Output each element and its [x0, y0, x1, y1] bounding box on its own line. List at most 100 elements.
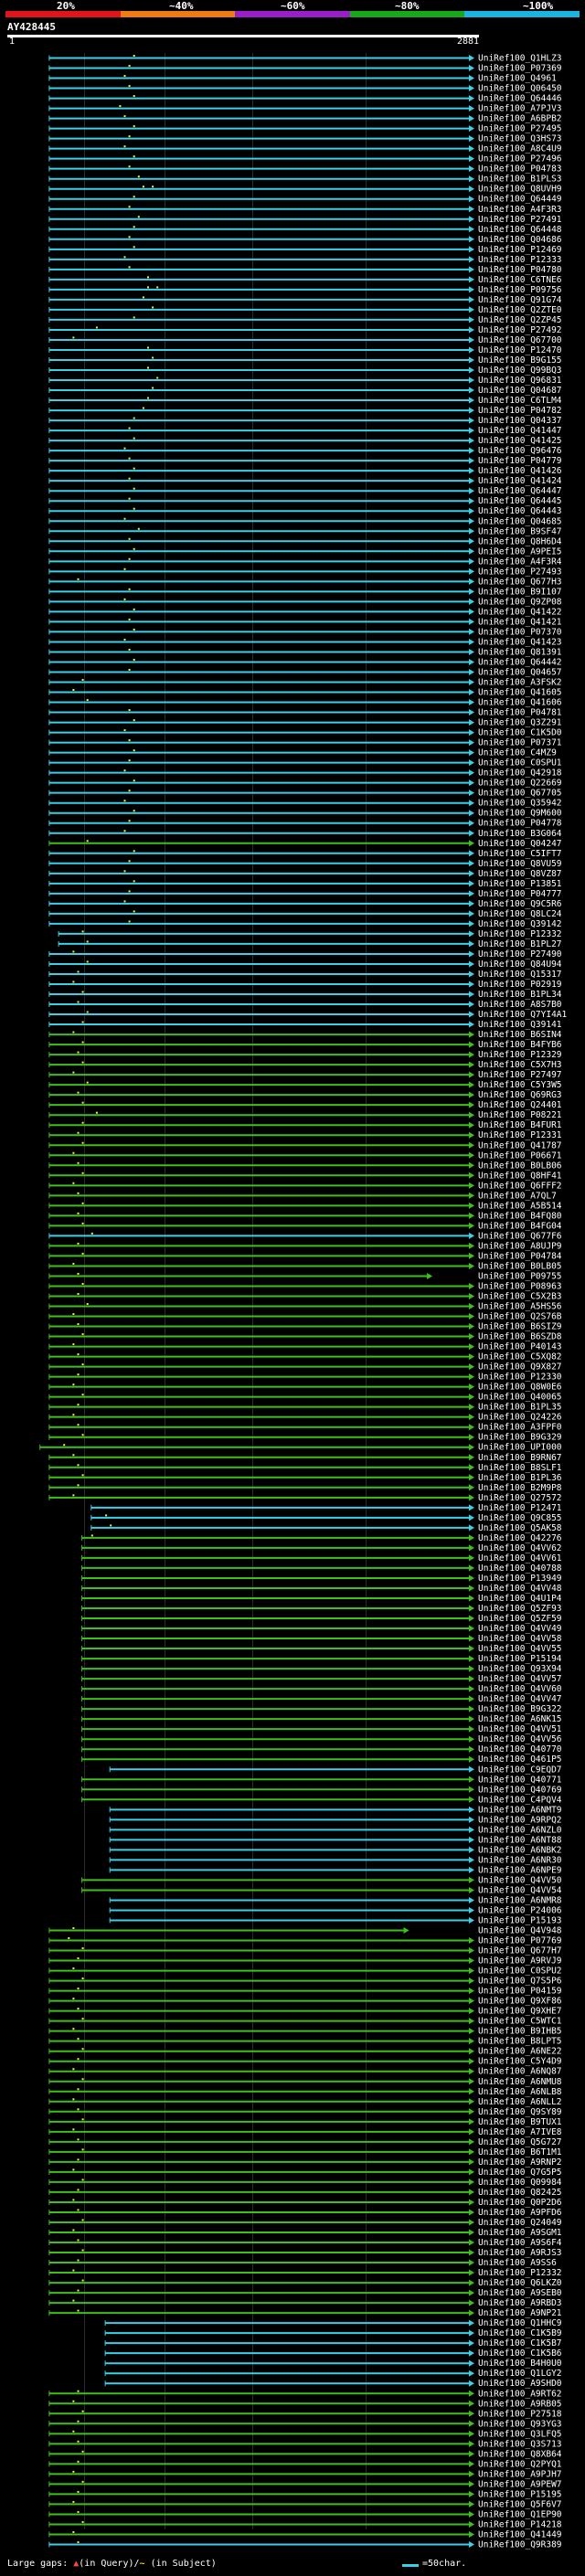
hit-id-label[interactable]: UniRef100_A6NK15 — [478, 1714, 562, 1724]
hit-row[interactable]: UniRef100_Q4VV51 — [81, 1724, 562, 1734]
hit-row[interactable]: UniRef100_Q64445 — [48, 496, 562, 506]
hit-id-label[interactable]: UniRef100_P14218 — [478, 2519, 562, 2529]
hit-row[interactable]: UniRef100_B9G155 — [48, 355, 562, 366]
hit-row[interactable]: UniRef100_A8UJP9 — [48, 1241, 562, 1251]
hit-id-label[interactable]: UniRef100_Q5ZF93 — [478, 1604, 562, 1614]
hit-id-label[interactable]: UniRef100_C5WTC1 — [478, 2017, 562, 2027]
hit-id-label[interactable]: UniRef100_P27518 — [478, 2409, 562, 2419]
hit-row[interactable]: UniRef100_C5X7H3 — [48, 1060, 562, 1070]
hit-id-label[interactable]: UniRef100_Q8UVH9 — [478, 185, 562, 195]
hit-row[interactable]: UniRef100_Q2PYQ1 — [48, 2459, 562, 2469]
hit-id-label[interactable]: UniRef100_Q9R389 — [478, 2539, 562, 2549]
hit-row[interactable]: UniRef100_B0LB05 — [48, 1261, 562, 1271]
hit-row[interactable]: UniRef100_A9PJH7 — [48, 2469, 562, 2479]
hit-id-label[interactable]: UniRef100_P04159 — [478, 1987, 562, 1997]
hit-id-label[interactable]: UniRef100_Q6FFF2 — [478, 1181, 562, 1191]
hit-id-label[interactable]: UniRef100_Q3HS73 — [478, 134, 562, 144]
hit-id-label[interactable]: UniRef100_B9TUX1 — [478, 2117, 562, 2127]
hit-row[interactable]: UniRef100_A9RVJ9 — [48, 1956, 562, 1966]
hit-id-label[interactable]: UniRef100_C1K5B9 — [478, 2328, 562, 2338]
hit-row[interactable]: UniRef100_Q9XHE7 — [48, 2007, 562, 2017]
hit-id-label[interactable]: UniRef100_A9RPQ2 — [478, 1815, 562, 1825]
hit-id-label[interactable]: UniRef100_A6NT88 — [478, 1835, 562, 1845]
hit-id-label[interactable]: UniRef100_A9RB05 — [478, 2399, 562, 2409]
hit-row[interactable]: UniRef100_C1K5B7 — [104, 2338, 562, 2348]
hit-id-label[interactable]: UniRef100_Q4VV49 — [478, 1624, 562, 1634]
hit-id-label[interactable]: UniRef100_Q82425 — [478, 2188, 562, 2198]
hit-id-label[interactable]: UniRef100_Q2ZTE0 — [478, 305, 562, 315]
hit-id-label[interactable]: UniRef100_Q9C5R6 — [478, 899, 562, 909]
hit-row[interactable]: UniRef100_P04781 — [48, 708, 562, 718]
hit-row[interactable]: UniRef100_Q8HF41 — [48, 1171, 562, 1181]
hit-id-label[interactable]: UniRef100_P04780 — [478, 265, 562, 275]
hit-id-label[interactable]: UniRef100_Q1HHC9 — [478, 2318, 562, 2328]
hit-row[interactable]: UniRef100_Q9ZP08 — [48, 597, 562, 607]
hit-id-label[interactable]: UniRef100_A6NMT9 — [478, 1805, 562, 1815]
hit-row[interactable]: UniRef100_A9SEB0 — [48, 2288, 562, 2298]
hit-id-label[interactable]: UniRef100_P07369 — [478, 64, 562, 74]
hit-id-label[interactable]: UniRef100_A9PFD6 — [478, 2208, 562, 2218]
hit-id-label[interactable]: UniRef100_B0LB06 — [478, 1161, 562, 1171]
hit-id-label[interactable]: UniRef100_Q4VV47 — [478, 1694, 562, 1704]
hit-id-label[interactable]: UniRef100_Q40769 — [478, 1785, 562, 1795]
hit-id-label[interactable]: UniRef100_B0LB05 — [478, 1261, 562, 1271]
hit-id-label[interactable]: UniRef100_C9EQD7 — [478, 1765, 562, 1775]
hit-row[interactable]: UniRef100_A4F3R3 — [48, 205, 562, 215]
hit-id-label[interactable]: UniRef100_B1PL35 — [478, 1403, 562, 1413]
hit-id-label[interactable]: UniRef100_Q64445 — [478, 496, 562, 506]
hit-id-label[interactable]: UniRef100_Q04247 — [478, 839, 562, 849]
hit-id-label[interactable]: UniRef100_Q99BQ3 — [478, 366, 562, 376]
hit-id-label[interactable]: UniRef100_Q64447 — [478, 486, 562, 496]
hit-row[interactable]: UniRef100_P27490 — [48, 949, 562, 959]
hit-row[interactable]: UniRef100_C0SPU2 — [48, 1966, 562, 1977]
hit-id-label[interactable]: UniRef100_A9SEB0 — [478, 2288, 562, 2298]
hit-id-label[interactable]: UniRef100_Q9M600 — [478, 809, 562, 819]
hit-row[interactable]: UniRef100_P12331 — [48, 1130, 562, 1140]
hit-row[interactable]: UniRef100_Q677H7 — [48, 1946, 562, 1956]
hit-row[interactable]: UniRef100_Q39142 — [48, 919, 562, 929]
hit-row[interactable]: UniRef100_Q41447 — [48, 426, 562, 436]
hit-row[interactable]: UniRef100_Q4VV50 — [81, 1875, 562, 1885]
hit-row[interactable]: UniRef100_Q7S5P6 — [48, 1977, 562, 1987]
hit-row[interactable]: UniRef100_Q7YI4A1 — [48, 1010, 568, 1020]
hit-row[interactable]: UniRef100_A6NT88 — [109, 1835, 562, 1845]
hit-id-label[interactable]: UniRef100_Q40065 — [478, 1393, 562, 1403]
hit-row[interactable]: UniRef100_Q40788 — [81, 1564, 562, 1574]
hit-row[interactable]: UniRef100_P27518 — [48, 2409, 562, 2419]
hit-row[interactable]: UniRef100_Q4V948 — [48, 1926, 562, 1936]
hit-row[interactable]: UniRef100_A9SS6 — [48, 2258, 557, 2268]
hit-id-label[interactable]: UniRef100_P27493 — [478, 567, 562, 577]
hit-row[interactable]: UniRef100_Q64446 — [48, 94, 562, 104]
hit-row[interactable]: UniRef100_Q4VV61 — [81, 1553, 562, 1564]
hit-id-label[interactable]: UniRef100_P04777 — [478, 889, 562, 899]
hit-id-label[interactable]: UniRef100_Q81391 — [478, 647, 562, 657]
hit-row[interactable]: UniRef100_A6NQ87 — [48, 2067, 562, 2077]
hit-id-label[interactable]: UniRef100_A3FSK2 — [478, 678, 562, 688]
hit-row[interactable]: UniRef100_Q40771 — [81, 1775, 562, 1785]
hit-id-label[interactable]: UniRef100_Q6LKZ0 — [478, 2278, 562, 2288]
hit-row[interactable]: UniRef100_A9RJS3 — [48, 2248, 562, 2258]
hit-id-label[interactable]: UniRef100_C1K5D0 — [478, 728, 562, 738]
hit-id-label[interactable]: UniRef100_Q64442 — [478, 657, 562, 667]
hit-row[interactable]: UniRef100_Q24226 — [48, 1413, 562, 1423]
hit-id-label[interactable]: UniRef100_A9S6F4 — [478, 2238, 562, 2248]
hit-id-label[interactable]: UniRef100_P27492 — [478, 325, 562, 335]
hit-id-label[interactable]: UniRef100_A5HS56 — [478, 1302, 562, 1312]
hit-row[interactable]: UniRef100_P12332 — [58, 929, 562, 939]
hit-id-label[interactable]: UniRef100_A9SS6 — [478, 2258, 557, 2268]
hit-id-label[interactable]: UniRef100_B2M9P8 — [478, 1483, 562, 1493]
hit-row[interactable]: UniRef100_B8SLF1 — [48, 1463, 562, 1473]
hit-row[interactable]: UniRef100_Q8H6D4 — [48, 536, 562, 546]
hit-row[interactable]: UniRef100_A8C4U9 — [48, 144, 562, 154]
hit-row[interactable]: UniRef100_Q6FFF2 — [48, 1181, 562, 1191]
hit-id-label[interactable]: UniRef100_Q677F6 — [478, 1231, 562, 1241]
hit-row[interactable]: UniRef100_A9PEI5 — [48, 546, 562, 557]
hit-id-label[interactable]: UniRef100_Q9X827 — [478, 1362, 562, 1373]
hit-id-label[interactable]: UniRef100_Q4VV57 — [478, 1674, 562, 1684]
hit-row[interactable]: UniRef100_P12333 — [48, 255, 562, 265]
hit-row[interactable]: UniRef100_Q4VV48 — [81, 1584, 562, 1594]
hit-row[interactable]: UniRef100_P08221 — [48, 1110, 562, 1120]
hit-id-label[interactable]: UniRef100_Q7YI4A1 — [478, 1010, 568, 1020]
hit-row[interactable]: UniRef100_Q4VV58 — [81, 1634, 562, 1644]
hit-row[interactable]: UniRef100_Q8VZ87 — [48, 869, 562, 879]
